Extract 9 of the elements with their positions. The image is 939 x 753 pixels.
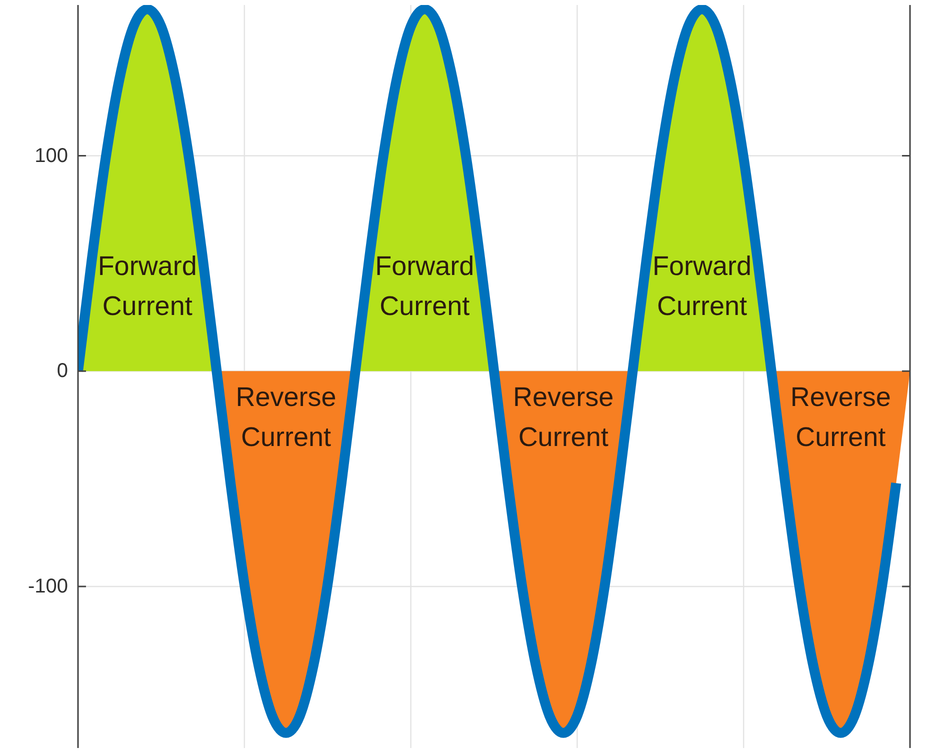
annotation: Reverse Current xyxy=(513,382,614,452)
y-tick-label: 0 xyxy=(56,360,68,382)
y-tick-label: 100 xyxy=(34,144,68,167)
annotation: Forward Current xyxy=(98,251,197,322)
annotation: Reverse Current xyxy=(236,382,336,452)
annotation: Forward Current xyxy=(652,251,752,322)
annotation: Reverse Current xyxy=(790,382,891,452)
annotation: Forward Current xyxy=(375,251,474,322)
y-tick-label: -100 xyxy=(28,575,68,598)
